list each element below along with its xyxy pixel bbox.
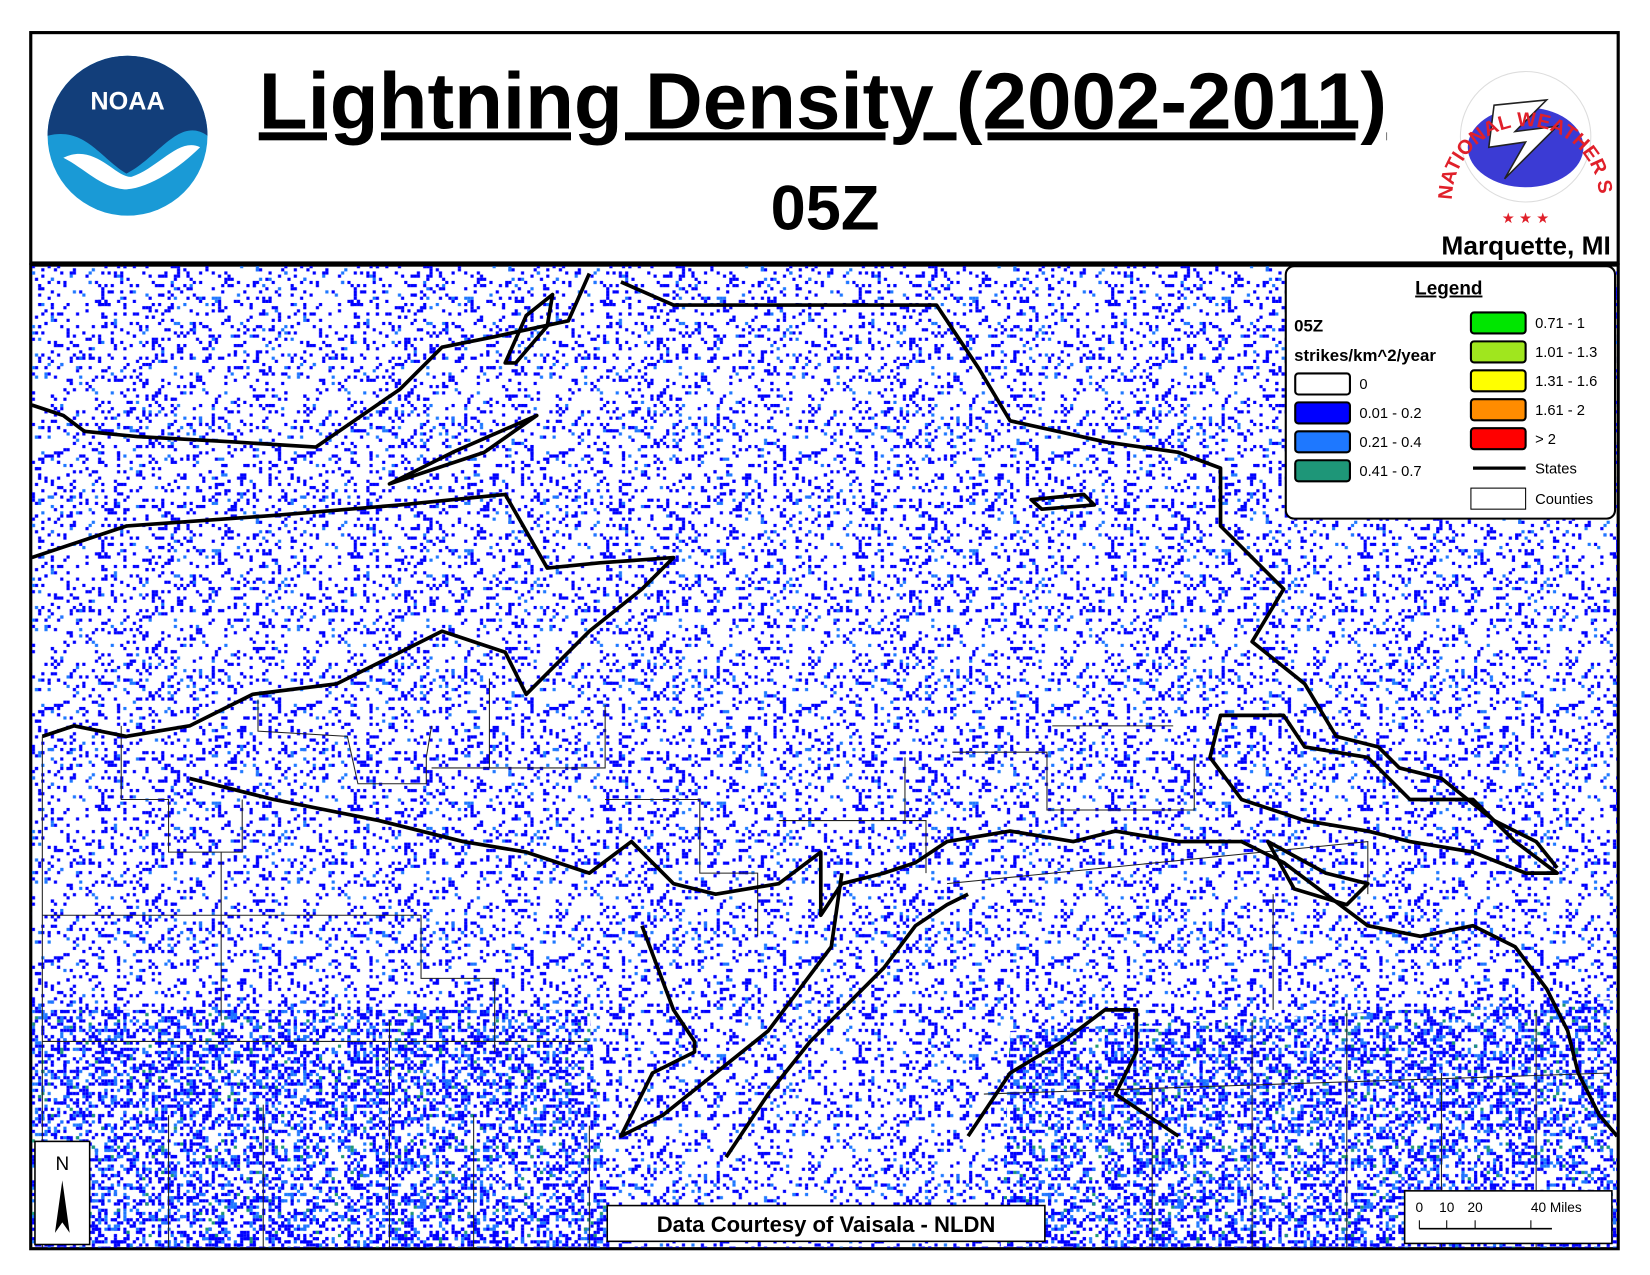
scale-label: 10 — [1439, 1200, 1455, 1215]
legend-swatch — [1469, 427, 1527, 451]
scale-label: 0 — [1416, 1200, 1424, 1215]
legend-swatch — [1294, 372, 1351, 396]
legend-label: 1.61 - 2 — [1535, 403, 1585, 419]
coastlines — [31, 272, 1618, 1159]
credit-box — [606, 1204, 1046, 1243]
legend-swatch — [1469, 369, 1527, 393]
credit: Data Courtesy of Vaisala - NLDN — [657, 1212, 996, 1237]
legend-label: 0.21 - 0.4 — [1359, 435, 1421, 451]
location: Marquette, MI — [1441, 231, 1610, 261]
nws-stars: ★ ★ ★ — [1502, 211, 1550, 227]
header-box — [29, 31, 1620, 265]
legend-label: 0.41 - 0.7 — [1359, 464, 1421, 480]
counties-label: Counties — [1535, 492, 1593, 508]
north-label: N — [55, 1154, 69, 1175]
legend-title: Legend — [1415, 279, 1482, 300]
legend-swatch — [1294, 459, 1351, 483]
north-arrow: N — [34, 1140, 91, 1246]
scale-bar: 0 10 20 40 Miles — [1403, 1190, 1613, 1245]
legend-swatch — [1469, 398, 1527, 422]
legend-swatch — [1294, 430, 1351, 454]
legend-label: 0.71 - 1 — [1535, 316, 1585, 332]
legend-hour: 05Z — [1294, 316, 1323, 335]
legend: Legend 05Z strikes/km^2/year States Coun… — [1284, 265, 1617, 520]
legend-label: 0 — [1359, 377, 1367, 393]
scale-label: 40 Miles — [1531, 1200, 1582, 1215]
states-label: States — [1535, 461, 1577, 477]
legend-label: 0.01 - 0.2 — [1359, 406, 1421, 422]
counties-swatch — [1470, 487, 1527, 510]
subtitle: 05Z — [771, 173, 880, 243]
legend-label: > 2 — [1535, 432, 1556, 448]
legend-units: strikes/km^2/year — [1294, 346, 1436, 365]
legend-swatch — [1469, 340, 1527, 364]
lightning-density-high — [31, 999, 1618, 1248]
scale-label: 20 — [1468, 1200, 1484, 1215]
legend-swatch — [1469, 311, 1527, 335]
legend-box — [1284, 265, 1617, 520]
noaa-logo: NOAA — [47, 55, 208, 216]
legend-label: 1.31 - 1.6 — [1535, 374, 1597, 390]
legend-swatch — [1294, 401, 1351, 425]
noaa-text: NOAA — [90, 87, 164, 115]
legend-label: 1.01 - 1.3 — [1535, 345, 1597, 361]
title: Lightning Density (2002-2011) — [259, 56, 1387, 145]
counties — [41, 678, 1610, 1248]
